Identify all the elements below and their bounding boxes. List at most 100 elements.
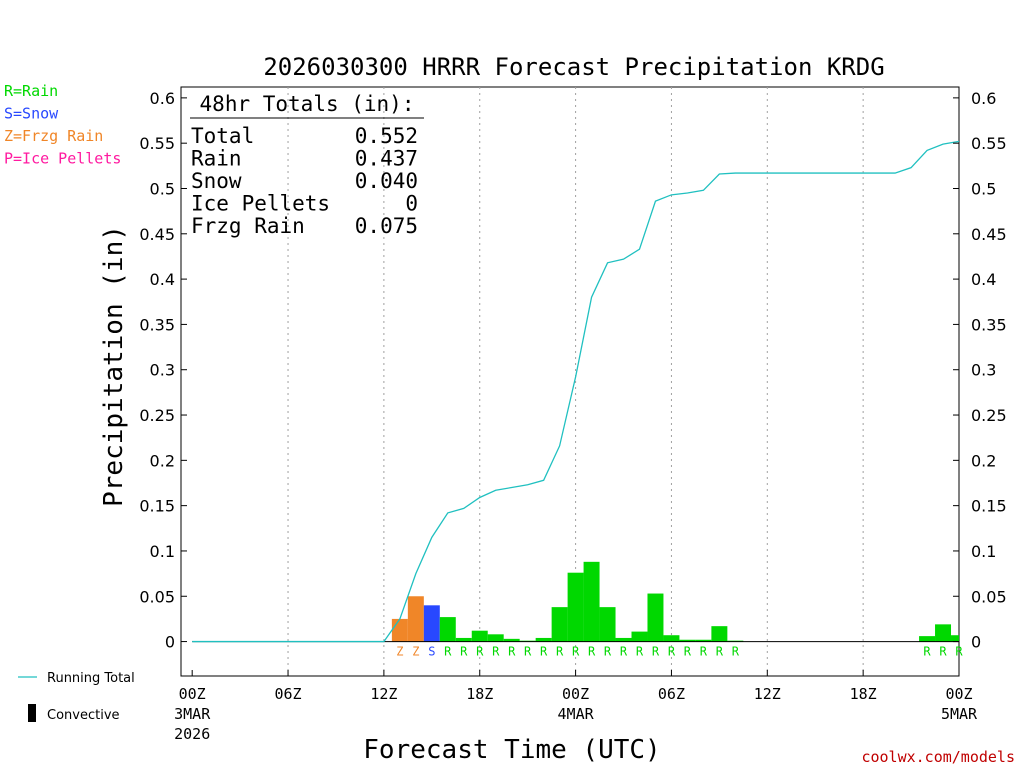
totals-row-value: 0.075	[355, 214, 418, 238]
ptype-letter: R	[652, 645, 660, 659]
ptype-letter: R	[540, 645, 548, 659]
x-tick-date: 3MAR	[174, 705, 211, 723]
x-tick-year: 2026	[174, 725, 210, 743]
x-tick-label: 06Z	[274, 685, 301, 703]
x-axis-label: Forecast Time (UTC)	[363, 735, 660, 765]
ptype-letter: R	[508, 645, 516, 659]
y-tick-label-left: 0.05	[139, 587, 175, 606]
y-tick-label-left: 0.3	[150, 361, 175, 380]
totals-row-label: Ice Pellets	[191, 192, 330, 216]
totals-box: 48hr Totals (in): Total 0.552 Rain 0.437 Sno…	[190, 92, 424, 238]
ptype-letter: R	[476, 645, 484, 659]
ptype-letter: R	[684, 645, 692, 659]
precip-bar	[423, 605, 440, 642]
precip-bar	[935, 624, 952, 642]
precip-bar	[695, 639, 712, 642]
y-tick-label-right: 0.35	[971, 315, 1007, 334]
plot-frame	[180, 86, 960, 677]
ptype-letter: R	[668, 645, 676, 659]
x-tick-label: 06Z	[658, 685, 685, 703]
convective-legend-swatch	[28, 704, 36, 722]
totals-row-value: 0.552	[355, 124, 418, 148]
ptype-letter: R	[460, 645, 468, 659]
x-tick-label: 00Z	[945, 685, 972, 703]
precip-bar	[471, 630, 488, 642]
ptype-legend-item: Z=Frzg Rain	[4, 127, 103, 145]
y-tick-label-left: 0.25	[139, 406, 175, 425]
ptype-letter: R	[732, 645, 740, 659]
precip-bar	[711, 626, 728, 642]
ptype-letter: R	[955, 645, 963, 659]
ptype-letter: Z	[412, 645, 419, 659]
ptype-letter: R	[524, 645, 532, 659]
ptype-legend: R=Rain S=Snow Z=Frzg Rain P=Ice Pellets	[4, 82, 121, 168]
ptype-letter: R	[492, 645, 500, 659]
totals-row-label: Total	[191, 124, 254, 148]
ptype-legend-item: P=Ice Pellets	[4, 150, 121, 168]
y-tick-label-left: 0.5	[150, 179, 175, 198]
y-tick-label-right: 0.6	[971, 89, 996, 108]
ptype-letter: R	[923, 645, 931, 659]
y-tick-label-right: 0.55	[971, 134, 1007, 153]
ptype-letter: R	[636, 645, 644, 659]
totals-row-value: 0	[405, 192, 418, 216]
precip-bar	[679, 639, 696, 642]
y-tick-label-left: 0.15	[139, 497, 175, 516]
precip-bar	[951, 635, 959, 642]
precip-bar	[599, 607, 616, 642]
y-axis-right: 0 0.05 0.1 0.15 0.2 0.25 0.3 0.35 0.4 0.45 0.5 0.55…	[953, 89, 1007, 652]
precip-bar	[919, 636, 936, 642]
y-tick-label-right: 0.15	[971, 497, 1007, 516]
precip-bar	[407, 596, 424, 642]
y-tick-label-left: 0.4	[150, 270, 175, 289]
ptype-letter: R	[939, 645, 947, 659]
convective-legend-label: Convective	[47, 708, 120, 723]
precip-bar	[631, 631, 648, 642]
totals-heading: 48hr Totals (in):	[200, 92, 415, 116]
y-tick-label-right: 0.05	[971, 587, 1007, 606]
ptype-legend-item: S=Snow	[4, 105, 59, 123]
y-tick-label-right: 0	[971, 633, 981, 652]
y-axis-left: 0 0.05 0.1 0.15 0.2 0.25 0.3 0.35 0.4 0.45 0.5 0.55…	[139, 89, 187, 652]
ptype-letter: R	[700, 645, 708, 659]
ptype-letter: R	[444, 645, 452, 659]
precip-bar	[439, 617, 456, 642]
running-total-legend-label: Running Total	[47, 671, 135, 686]
precip-bars	[391, 561, 959, 642]
precip-bar	[615, 637, 632, 642]
y-tick-label-right: 0.45	[971, 225, 1007, 244]
gridlines	[287, 87, 864, 676]
precip-bar	[583, 561, 600, 642]
precip-bar	[567, 572, 584, 642]
precip-bar	[455, 637, 472, 642]
y-tick-label-right: 0.3	[971, 361, 996, 380]
precip-bar	[551, 607, 568, 642]
x-axis: 00Z 3MAR 2026 06Z 12Z 18Z 00Z 4MAR 06Z 12Z 18Z 00Z 5…	[174, 670, 978, 743]
y-tick-label-left: 0	[165, 633, 175, 652]
x-tick-date: 4MAR	[558, 705, 595, 723]
precip-bar	[535, 637, 552, 642]
ptype-letter: R	[588, 645, 596, 659]
precip-bar	[487, 634, 504, 642]
y-tick-label-left: 0.35	[139, 315, 175, 334]
ptype-letter: R	[604, 645, 612, 659]
running-total-line	[192, 140, 960, 643]
precip-bar	[663, 635, 680, 642]
ptype-letter: R	[556, 645, 564, 659]
totals-row-label: Frzg Rain	[191, 214, 305, 238]
y-tick-label-right: 0.1	[971, 542, 996, 561]
x-tick-label: 18Z	[850, 685, 877, 703]
ptype-letter: R	[572, 645, 580, 659]
y-tick-label-left: 0.2	[150, 451, 175, 470]
chart-title: 2026030300 HRRR Forecast Precipitation K…	[263, 53, 884, 81]
y-tick-label-left: 0.55	[139, 134, 175, 153]
x-tick-label: 12Z	[370, 685, 397, 703]
y-axis-label: Precipitation (in)	[99, 225, 129, 507]
x-tick-label: 12Z	[754, 685, 781, 703]
ptype-letter: R	[620, 645, 628, 659]
precip-bar	[503, 638, 520, 642]
x-tick-label: 18Z	[466, 685, 493, 703]
